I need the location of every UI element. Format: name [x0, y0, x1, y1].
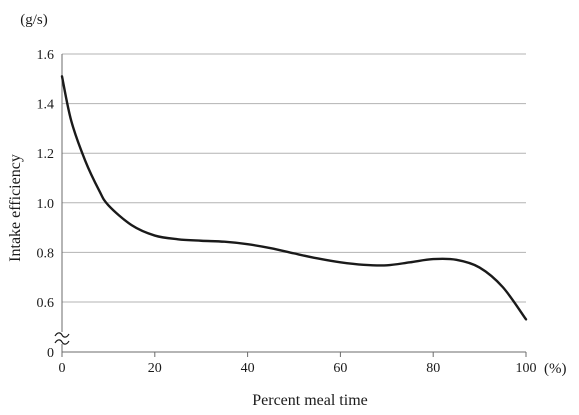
y-tick-label: 1.0: [37, 197, 55, 212]
y-tick-label: 1.6: [37, 48, 55, 63]
y-axis-break: [54, 332, 70, 345]
x-tick-label: 80: [426, 361, 440, 376]
y-tick-label: 0.6: [37, 296, 55, 311]
x-tick-label: 100: [516, 361, 537, 376]
axes: [61, 54, 527, 357]
y-tick-label: 1.4: [37, 98, 55, 113]
y-tick-label-zero: 0: [47, 346, 54, 361]
x-tick-label: 40: [241, 361, 255, 376]
x-tick-label: 60: [333, 361, 347, 376]
y-tick-label: 0.8: [37, 246, 55, 261]
axis-break-gap: [56, 332, 68, 344]
series-line-0: [60, 75, 528, 321]
y-unit-label: (g/s): [20, 12, 48, 28]
axis-break-stroke: [54, 339, 70, 345]
y-tick-label: 1.2: [37, 147, 55, 162]
y-axis-title: Intake efficiency: [7, 154, 24, 262]
data-series: [60, 75, 528, 321]
axis-break-stroke: [54, 332, 70, 338]
x-tick-label: 20: [148, 361, 162, 376]
x-unit-label: (%): [544, 361, 567, 377]
x-axis-title: Percent meal time: [252, 392, 368, 409]
tick-labels: 0 20 40 60 80 100 0.6 0.8 1.0 1.2 1.4 1.6 0: [37, 48, 537, 376]
x-tick-label: 0: [59, 361, 66, 376]
grid-lines: [62, 53, 526, 303]
